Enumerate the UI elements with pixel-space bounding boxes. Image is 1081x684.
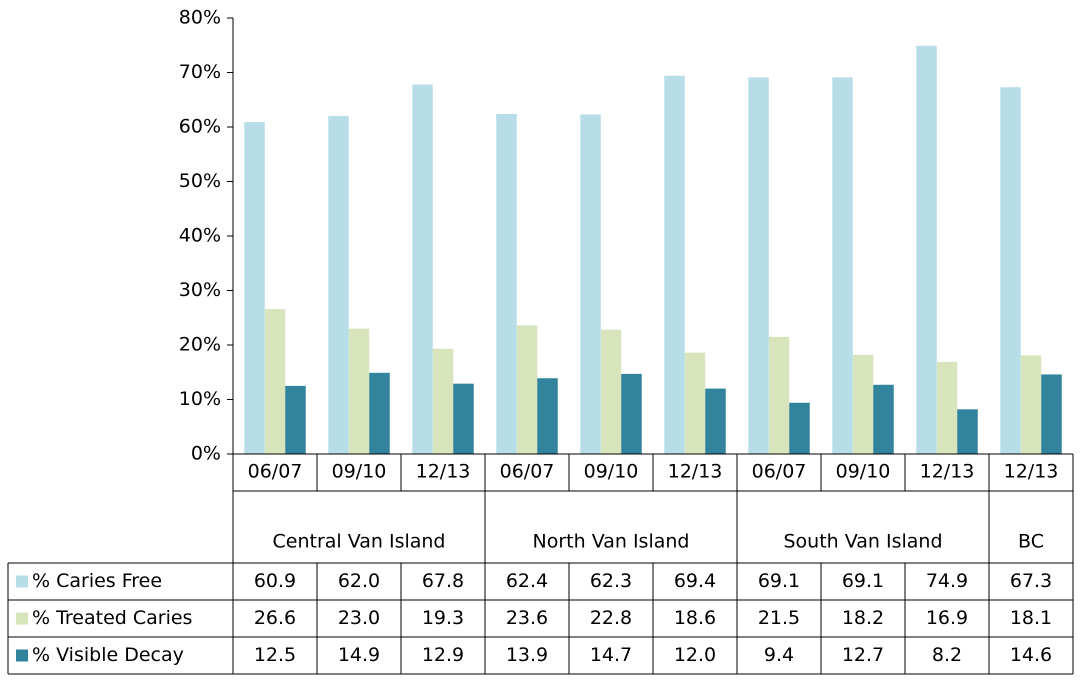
x-tick-label: 09/10 bbox=[836, 461, 891, 483]
x-tick-label: 06/07 bbox=[248, 461, 303, 483]
table-value: 22.8 bbox=[590, 607, 632, 629]
table-value: 12.7 bbox=[842, 644, 884, 666]
table-value: 18.2 bbox=[842, 607, 884, 629]
table-value: 62.4 bbox=[506, 570, 548, 592]
legend-swatch bbox=[16, 649, 28, 662]
table-value: 62.3 bbox=[590, 570, 632, 592]
table-value: 12.5 bbox=[254, 644, 296, 666]
table-value: 26.6 bbox=[254, 607, 296, 629]
table-value: 69.1 bbox=[758, 570, 800, 592]
bar bbox=[1000, 87, 1021, 454]
bar bbox=[957, 409, 978, 454]
bar bbox=[412, 84, 433, 455]
bar bbox=[664, 75, 685, 455]
bar bbox=[748, 77, 769, 454]
bar bbox=[832, 77, 853, 454]
legend-label: % Treated Caries bbox=[32, 607, 192, 629]
legend-swatch bbox=[16, 575, 28, 588]
table-value: 16.9 bbox=[926, 607, 968, 629]
bar bbox=[684, 352, 706, 454]
y-tick-label: 30% bbox=[179, 279, 221, 301]
table-value: 23.0 bbox=[338, 607, 380, 629]
bar bbox=[369, 372, 390, 454]
table-value: 21.5 bbox=[758, 607, 800, 629]
bar bbox=[285, 385, 306, 454]
x-tick-label: 09/10 bbox=[332, 461, 387, 483]
group-label: North Van Island bbox=[533, 531, 690, 553]
table-value: 8.2 bbox=[932, 644, 962, 666]
bar bbox=[328, 116, 349, 454]
bar bbox=[496, 113, 517, 455]
bar bbox=[264, 309, 286, 454]
x-tick-label: 12/13 bbox=[1004, 461, 1059, 483]
bar bbox=[621, 373, 642, 454]
bar bbox=[1020, 355, 1042, 454]
y-tick-label: 20% bbox=[179, 334, 221, 356]
x-tick-label: 12/13 bbox=[920, 461, 975, 483]
bar bbox=[705, 388, 726, 454]
table-value: 14.6 bbox=[1010, 644, 1052, 666]
table-value: 69.1 bbox=[842, 570, 884, 592]
x-tick-label: 06/07 bbox=[500, 461, 555, 483]
x-tick-label: 06/07 bbox=[752, 461, 807, 483]
table-value: 74.9 bbox=[926, 570, 968, 592]
bar bbox=[768, 336, 790, 454]
legend-label: % Caries Free bbox=[32, 570, 162, 592]
y-tick-label: 0% bbox=[191, 443, 221, 465]
bar bbox=[348, 328, 370, 454]
group-label: BC bbox=[1018, 531, 1044, 553]
x-tick-label: 09/10 bbox=[584, 461, 639, 483]
table-value: 19.3 bbox=[422, 607, 464, 629]
table-value: 69.4 bbox=[674, 570, 716, 592]
y-tick-label: 10% bbox=[179, 388, 221, 410]
table-value: 67.8 bbox=[422, 570, 464, 592]
bar bbox=[852, 354, 874, 454]
y-tick-label: 50% bbox=[179, 170, 221, 192]
table-value: 12.9 bbox=[422, 644, 464, 666]
y-tick-label: 80% bbox=[179, 7, 221, 29]
bar bbox=[916, 45, 937, 455]
table-value: 12.0 bbox=[674, 644, 716, 666]
x-tick-label: 12/13 bbox=[416, 461, 471, 483]
legend-label: % Visible Decay bbox=[32, 644, 184, 666]
table-value: 18.6 bbox=[674, 607, 716, 629]
table-value: 23.6 bbox=[506, 607, 548, 629]
y-tick-label: 40% bbox=[179, 225, 221, 247]
group-label: Central Van Island bbox=[273, 531, 446, 553]
table-value: 18.1 bbox=[1010, 607, 1052, 629]
y-tick-label: 60% bbox=[179, 116, 221, 138]
table-value: 62.0 bbox=[338, 570, 380, 592]
bar bbox=[600, 329, 622, 454]
table-value: 60.9 bbox=[254, 570, 296, 592]
bar bbox=[789, 402, 810, 454]
table-value: 14.9 bbox=[338, 644, 380, 666]
bar bbox=[244, 122, 265, 454]
bar bbox=[936, 361, 958, 454]
bar bbox=[1041, 374, 1062, 454]
bar bbox=[580, 114, 601, 454]
bar bbox=[537, 378, 558, 454]
y-tick-label: 70% bbox=[179, 61, 221, 83]
bar bbox=[432, 348, 454, 454]
legend-swatch bbox=[16, 612, 28, 625]
bar bbox=[873, 384, 894, 454]
bar bbox=[516, 325, 538, 454]
table-value: 9.4 bbox=[764, 644, 794, 666]
x-tick-label: 12/13 bbox=[668, 461, 723, 483]
bar bbox=[453, 383, 474, 454]
table-value: 14.7 bbox=[590, 644, 632, 666]
group-label: South Van Island bbox=[783, 531, 942, 553]
table-value: 13.9 bbox=[506, 644, 548, 666]
table-value: 67.3 bbox=[1010, 570, 1052, 592]
